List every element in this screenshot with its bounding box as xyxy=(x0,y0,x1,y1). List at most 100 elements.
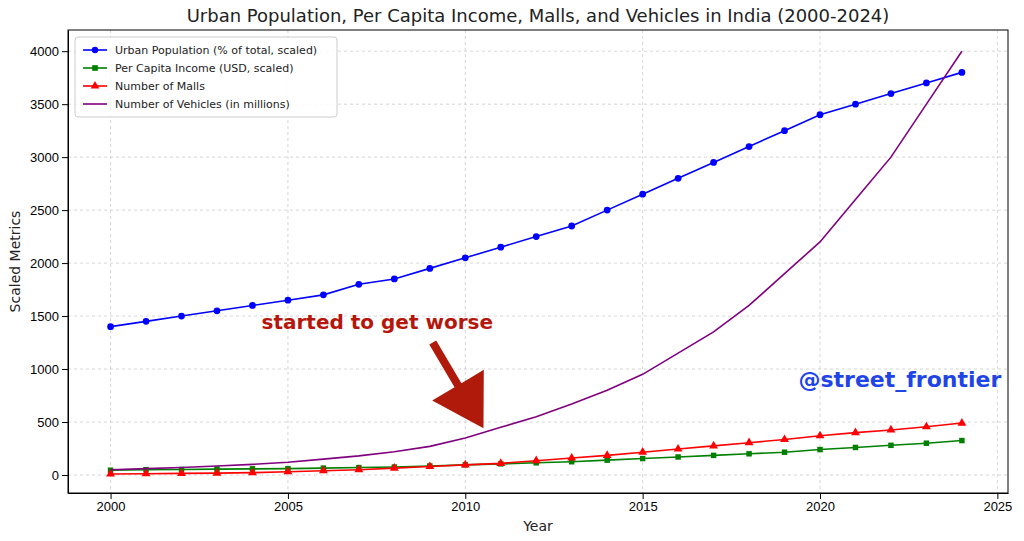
x-tick: 2005 xyxy=(274,493,303,514)
legend-label: Urban Population (% of total, scaled) xyxy=(115,44,317,57)
tick-label: 1000 xyxy=(30,362,59,377)
series-marker xyxy=(497,244,504,251)
tick-mark xyxy=(288,493,289,499)
y-tick: 500 xyxy=(37,415,68,430)
grid-line xyxy=(68,316,1008,317)
y-axis: 05001000150020002500300035004000 xyxy=(30,31,68,494)
series-marker xyxy=(957,418,966,426)
series-marker xyxy=(959,438,964,443)
legend-label: Per Capita Income (USD, scaled) xyxy=(115,62,293,75)
tick-label: 2000 xyxy=(97,499,126,514)
tick-mark xyxy=(62,475,68,476)
legend-marker xyxy=(92,65,98,71)
tick-mark xyxy=(62,104,68,105)
series-marker xyxy=(249,302,256,309)
tick-label: 2015 xyxy=(629,499,658,514)
tick-label: 1500 xyxy=(30,309,59,324)
legend-box xyxy=(75,37,337,117)
plot: 2000200520102015202020250500100015002000… xyxy=(30,30,1012,514)
tick-mark xyxy=(465,493,466,499)
series-marker xyxy=(213,468,222,476)
y-tick: 2000 xyxy=(30,256,68,271)
series-marker xyxy=(391,276,398,283)
x-tick: 2010 xyxy=(451,493,480,514)
tick-mark xyxy=(62,157,68,158)
plot-frame xyxy=(68,30,1008,493)
series-marker xyxy=(532,456,541,464)
series-marker xyxy=(567,453,576,461)
tick-label: 2500 xyxy=(30,203,59,218)
series-marker xyxy=(638,447,647,455)
series-marker xyxy=(746,451,751,456)
series-marker xyxy=(533,233,540,240)
series-marker xyxy=(355,281,362,288)
tick-mark xyxy=(62,210,68,211)
series-marker xyxy=(604,457,609,462)
series-marker xyxy=(604,207,611,214)
series-marker xyxy=(214,307,221,314)
tick-mark xyxy=(62,316,68,317)
series-marker xyxy=(888,90,895,97)
series-marker xyxy=(887,425,896,433)
series-marker xyxy=(852,101,859,108)
tick-label: 3000 xyxy=(30,150,59,165)
series-marker xyxy=(354,465,363,473)
series-marker xyxy=(640,456,645,461)
chart-title: Urban Population, Per Capita Income, Mal… xyxy=(187,5,890,26)
tick-label: 2005 xyxy=(274,499,303,514)
series-marker xyxy=(107,323,114,330)
tick-mark xyxy=(62,263,68,264)
series-marker xyxy=(746,143,753,150)
annotation: started to get worse xyxy=(262,310,493,334)
y-tick: 3000 xyxy=(30,150,68,165)
series-marker xyxy=(143,318,150,325)
tick-mark xyxy=(643,493,644,499)
y-tick: 2500 xyxy=(30,203,68,218)
series-marker xyxy=(319,466,328,474)
x-axis: 2000 2005 2010 2015 2020 2025 xyxy=(69,493,1013,514)
series-marker xyxy=(745,438,754,446)
series-marker xyxy=(425,461,434,469)
legend-marker xyxy=(91,81,100,88)
series-marker xyxy=(711,453,716,458)
series-marker xyxy=(496,458,505,466)
x-tick: 2025 xyxy=(983,493,1012,514)
tick-label: 2020 xyxy=(806,499,835,514)
grid-line xyxy=(465,30,466,493)
series-marker xyxy=(817,447,822,452)
tick-mark xyxy=(997,493,998,499)
grid-line xyxy=(997,30,998,493)
grid-line xyxy=(820,30,821,493)
tick-mark xyxy=(62,51,68,52)
x-tick: 2015 xyxy=(629,493,658,514)
series-marker xyxy=(639,191,646,198)
tick-label: 2025 xyxy=(983,499,1012,514)
series-marker xyxy=(461,460,470,468)
series-marker xyxy=(817,111,824,118)
tick-mark xyxy=(62,422,68,423)
x-tick: 2000 xyxy=(97,493,126,514)
x-axis-title: Year xyxy=(522,518,553,534)
series-marker xyxy=(142,469,151,477)
series-marker xyxy=(709,441,718,449)
y-tick: 1000 xyxy=(30,362,68,377)
series-marker xyxy=(178,313,185,320)
series-marker xyxy=(674,444,683,452)
tick-label: 4000 xyxy=(30,44,59,59)
series-marker xyxy=(851,427,860,435)
series-marker xyxy=(710,159,717,166)
tick-label: 2010 xyxy=(451,499,480,514)
series-marker xyxy=(924,440,929,445)
series-marker xyxy=(922,422,931,430)
legend: Urban Population (% of total, scaled) Per… xyxy=(75,37,337,117)
y-tick: 4000 xyxy=(30,44,68,59)
series-marker xyxy=(320,291,327,298)
x-tick: 2020 xyxy=(806,493,835,514)
series-marker xyxy=(853,445,858,450)
tick-mark xyxy=(62,369,68,370)
watermark: @street_frontier xyxy=(798,367,1001,392)
series-marker xyxy=(782,449,787,454)
series-marker xyxy=(675,454,680,459)
series-marker xyxy=(248,468,257,476)
legend-swatch xyxy=(83,103,107,105)
